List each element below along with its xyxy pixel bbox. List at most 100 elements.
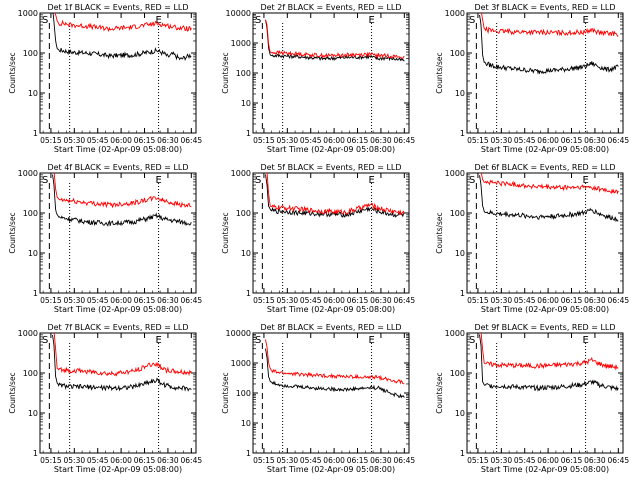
y-tick-label: 1000 <box>18 9 38 18</box>
x-axis: 05:15 05:30 05:45 06:00 06:15 06:30 06:45 <box>253 173 415 305</box>
y-axis: 1 10 100 1000 <box>18 329 196 458</box>
x-tick-label: 05:15 <box>467 136 489 145</box>
x-tick-label: 06:15 <box>134 456 156 465</box>
x-tick-label: 05:30 <box>64 456 86 465</box>
plot-frame <box>252 172 410 294</box>
y-axis-label: Counts/sec <box>8 212 17 253</box>
x-tick-label: 05:30 <box>491 456 513 465</box>
y-axis: 1 10 100 1000 10000 <box>226 9 409 138</box>
x-tick-label: 06:45 <box>608 456 630 465</box>
y-tick-label: 10 <box>28 249 38 258</box>
panel-title: Det 9f BLACK = Events, RED = LLD <box>474 323 615 332</box>
y-axis: 1 10 100 1000 <box>445 169 623 298</box>
y-axis-label: Counts/sec <box>435 372 444 413</box>
x-tick-label: 06:30 <box>370 296 392 305</box>
start-marker-label: S <box>42 175 48 186</box>
plot-frame <box>466 172 624 294</box>
x-tick-label: 06:00 <box>537 136 559 145</box>
x-tick-label: 05:30 <box>277 456 299 465</box>
x-tick-label: 06:45 <box>394 296 416 305</box>
start-marker-label: S <box>255 335 261 346</box>
plot-frame <box>39 12 197 134</box>
plot-frame <box>252 12 410 134</box>
y-axis-label: Counts/sec <box>221 372 230 413</box>
y-tick-label: 100 <box>23 369 38 378</box>
y-tick-label: 1000 <box>231 359 251 368</box>
x-axis: 05:15 05:30 05:45 06:00 06:15 06:30 06:45 <box>467 13 629 145</box>
x-tick-label: 05:45 <box>300 456 322 465</box>
y-tick-label: 100 <box>23 49 38 58</box>
y-tick-label: 100 <box>450 49 465 58</box>
x-tick-label: 05:30 <box>64 296 86 305</box>
y-tick-label: 10 <box>455 249 465 258</box>
lld-series-line <box>266 173 405 216</box>
detector-panel-9: Det 9f BLACK = Events, RED = LLD 1 10 100 10… <box>435 323 629 474</box>
y-axis: 1 10 100 1000 <box>231 169 409 298</box>
x-tick-label: 06:15 <box>134 136 156 145</box>
x-axis-label: Start Time (02-Apr-09 05:08:00) <box>481 305 609 314</box>
x-tick-label: 06:45 <box>394 136 416 145</box>
x-axis-label: Start Time (02-Apr-09 05:08:00) <box>481 465 609 474</box>
x-axis: 05:15 05:30 05:45 06:00 06:15 06:30 06:45 <box>40 173 202 305</box>
x-tick-label: 06:15 <box>134 296 156 305</box>
x-tick-label: 06:30 <box>584 456 606 465</box>
lld-series-line <box>54 13 192 33</box>
panel-title: Det 7f BLACK = Events, RED = LLD <box>47 323 188 332</box>
x-tick-label: 05:45 <box>87 136 109 145</box>
panel-title: Det 4f BLACK = Events, RED = LLD <box>47 163 188 172</box>
x-tick-label: 06:00 <box>110 136 132 145</box>
y-tick-label: 100 <box>236 209 251 218</box>
events-series-line <box>479 14 619 75</box>
x-tick-label: 06:15 <box>561 136 583 145</box>
y-tick-label: 1000 <box>445 329 465 338</box>
y-tick-label: 1000 <box>18 329 38 338</box>
x-tick-label: 06:45 <box>181 296 203 305</box>
x-tick-label: 06:00 <box>323 296 345 305</box>
x-tick-label: 06:00 <box>537 296 559 305</box>
y-axis: 1 10 100 1000 <box>445 9 623 138</box>
x-tick-label: 06:15 <box>347 296 369 305</box>
y-axis-label: Counts/sec <box>8 52 17 93</box>
y-tick-label: 10 <box>241 99 251 108</box>
x-axis-label: Start Time (02-Apr-09 05:08:00) <box>267 305 395 314</box>
end-marker-label: E <box>369 15 375 26</box>
y-tick-label: 10 <box>28 89 38 98</box>
x-axis-label: Start Time (02-Apr-09 05:08:00) <box>267 145 395 154</box>
y-tick-label: 1 <box>246 289 251 298</box>
x-tick-label: 05:30 <box>277 296 299 305</box>
y-tick-label: 1 <box>33 449 38 458</box>
x-axis-label: Start Time (02-Apr-09 05:08:00) <box>54 145 182 154</box>
y-tick-label: 1000 <box>445 169 465 178</box>
x-tick-label: 05:15 <box>40 456 62 465</box>
y-tick-label: 100 <box>23 209 38 218</box>
start-marker-label: S <box>255 15 261 26</box>
x-tick-label: 06:00 <box>323 136 345 145</box>
x-axis: 05:15 05:30 05:45 06:00 06:15 06:30 06:45 <box>40 13 202 145</box>
x-tick-label: 05:30 <box>491 296 513 305</box>
start-marker-label: S <box>42 335 48 346</box>
y-axis: 1 10 100 1000 <box>18 9 196 138</box>
x-tick-label: 06:30 <box>370 136 392 145</box>
y-tick-label: 10000 <box>226 329 251 338</box>
x-tick-label: 06:15 <box>347 456 369 465</box>
x-tick-label: 05:30 <box>491 136 513 145</box>
events-series-line <box>52 13 192 62</box>
y-tick-label: 100 <box>236 69 251 78</box>
detector-panel-1: Det 1f BLACK = Events, RED = LLD 1 10 100 10… <box>8 3 202 154</box>
y-axis: 1 10 100 1000 10000 <box>226 329 409 458</box>
x-tick-label: 05:45 <box>87 296 109 305</box>
y-tick-label: 1 <box>460 129 465 138</box>
x-tick-label: 05:15 <box>253 456 275 465</box>
y-tick-label: 1 <box>33 129 38 138</box>
panel-title: Det 3f BLACK = Events, RED = LLD <box>474 3 615 12</box>
lld-series-line <box>480 333 619 371</box>
x-axis: 05:15 05:30 05:45 06:00 06:15 06:30 06:45 <box>467 173 629 305</box>
plot-frame <box>39 332 197 454</box>
events-series-line <box>265 19 405 62</box>
panel-title: Det 5f BLACK = Events, RED = LLD <box>260 163 401 172</box>
y-axis: 1 10 100 1000 <box>445 329 623 458</box>
x-tick-label: 06:15 <box>561 456 583 465</box>
x-tick-label: 06:00 <box>323 456 345 465</box>
detector-panel-2: Det 2f BLACK = Events, RED = LLD 1 10 100 10… <box>221 3 415 154</box>
y-axis-label: Counts/sec <box>435 212 444 253</box>
